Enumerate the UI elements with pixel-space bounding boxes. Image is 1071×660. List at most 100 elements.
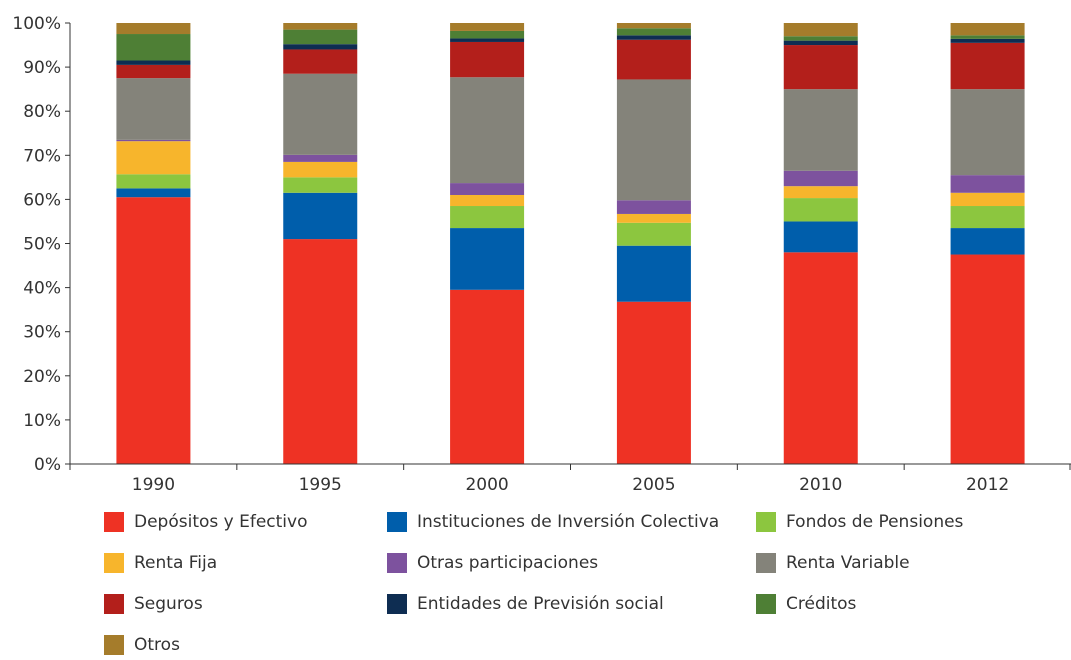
bar-segment-fondos-de-pensiones-2000 xyxy=(450,206,525,229)
x-tick-label: 2000 xyxy=(465,475,508,495)
legend-label: Instituciones de Inversión Colectiva xyxy=(417,512,720,532)
bar-stack-2005 xyxy=(616,23,691,464)
bar-segment-otros-2000 xyxy=(450,23,525,31)
bar-segment-otras-participaciones-1995 xyxy=(283,154,358,162)
bar-segment-renta-variable-2012 xyxy=(950,89,1025,176)
bar-segment-renta-fija-2012 xyxy=(950,192,1025,207)
bar-segment-instituciones-de-inversion-colectiva-1990 xyxy=(116,188,191,198)
bar-segment-seguros-1995 xyxy=(283,49,358,74)
y-tick-label: 100% xyxy=(12,14,61,34)
bar-segment-creditos-2000 xyxy=(450,30,525,39)
bar-segment-seguros-1990 xyxy=(116,64,191,79)
legend-item: Instituciones de Inversión Colectiva xyxy=(387,507,719,537)
bar-segment-depositos-y-efectivo-2000 xyxy=(450,289,525,464)
bar-stack-1990 xyxy=(116,23,191,464)
bar-segment-entidades-de-prevision-social-1990 xyxy=(116,60,191,65)
legend-label: Depósitos y Efectivo xyxy=(134,512,308,532)
legend-item: Renta Variable xyxy=(756,548,910,578)
bar-stack-2000 xyxy=(450,23,525,464)
bar-segment-renta-variable-1995 xyxy=(283,73,358,155)
bar-segment-seguros-2005 xyxy=(616,39,691,80)
bar-segment-creditos-1990 xyxy=(116,34,191,61)
bar-segment-seguros-2012 xyxy=(950,42,1025,90)
y-tick-label: 30% xyxy=(23,323,61,343)
bar-segment-entidades-de-prevision-social-2010 xyxy=(783,40,858,46)
bar-segment-fondos-de-pensiones-2010 xyxy=(783,198,858,222)
bar-segment-depositos-y-efectivo-1990 xyxy=(116,197,191,464)
bar-segment-otros-2012 xyxy=(950,23,1025,36)
bar-segment-depositos-y-efectivo-1995 xyxy=(283,239,358,464)
bar-segment-fondos-de-pensiones-2005 xyxy=(616,222,691,246)
bar-segment-instituciones-de-inversion-colectiva-1995 xyxy=(283,192,358,240)
y-tick-label: 90% xyxy=(23,58,61,78)
bar-segment-renta-variable-2000 xyxy=(450,77,525,184)
legend-swatch xyxy=(387,512,407,532)
bar-stack-1995 xyxy=(283,23,358,464)
legend-label: Fondos de Pensiones xyxy=(786,512,964,532)
legend-label: Otros xyxy=(134,635,180,655)
bar-segment-creditos-2012 xyxy=(950,35,1025,39)
legend-swatch xyxy=(756,553,776,573)
x-axis: 1990 1995 2000 2005 2010 2012 xyxy=(69,463,1071,495)
legend-swatch xyxy=(387,594,407,614)
bar-segment-seguros-2010 xyxy=(783,45,858,90)
bar-segment-fondos-de-pensiones-1990 xyxy=(116,174,191,189)
stacked-bar-chart: 0%10%20%30%40%50%60%70%80%90%100% 1990 19… xyxy=(12,14,1071,495)
legend-item: Otros xyxy=(104,630,180,660)
y-tick-label: 70% xyxy=(23,146,61,166)
x-tick-label: 2012 xyxy=(966,475,1009,495)
legend-swatch xyxy=(104,512,124,532)
bar-stack-2012 xyxy=(950,23,1025,464)
bar-segment-otros-2010 xyxy=(783,23,858,37)
bar-segment-otras-participaciones-2012 xyxy=(950,175,1025,193)
bar-segment-otras-participaciones-2005 xyxy=(616,200,691,214)
legend-label: Créditos xyxy=(786,594,857,614)
bar-segment-otras-participaciones-2000 xyxy=(450,183,525,195)
y-tick-label: 80% xyxy=(23,102,61,122)
bar-segment-otros-2005 xyxy=(616,23,691,29)
legend-label: Seguros xyxy=(134,594,203,614)
y-axis: 0% 10% 20% 30% 40% 50% 60% 70% 80% 90% 100% xyxy=(12,14,71,475)
x-tick-label: 2005 xyxy=(632,475,675,495)
legend-label: Renta Fija xyxy=(134,553,218,573)
legend: Depósitos y Efectivo Instituciones de Inv… xyxy=(104,507,1064,655)
bar-segment-seguros-2000 xyxy=(450,41,525,78)
legend-label: Entidades de Previsión social xyxy=(417,594,664,614)
legend-swatch xyxy=(104,635,124,655)
bar-segment-renta-fija-2005 xyxy=(616,213,691,223)
y-tick-label: 10% xyxy=(23,411,61,431)
legend-item: Créditos xyxy=(756,589,856,619)
bar-segment-instituciones-de-inversion-colectiva-2012 xyxy=(950,228,1025,255)
legend-label: Renta Variable xyxy=(786,553,910,573)
bar-segment-renta-fija-1995 xyxy=(283,161,358,178)
x-tick-label: 2010 xyxy=(799,475,842,495)
legend-item: Renta Fija xyxy=(104,548,217,578)
bar-segment-fondos-de-pensiones-2012 xyxy=(950,206,1025,229)
bar-segment-renta-fija-2010 xyxy=(783,186,858,199)
bar-segment-entidades-de-prevision-social-1995 xyxy=(283,44,358,50)
bar-segment-otras-participaciones-2010 xyxy=(783,170,858,187)
y-tick-label: 40% xyxy=(23,279,61,299)
bar-segment-otros-1995 xyxy=(283,23,358,30)
bar-segment-depositos-y-efectivo-2005 xyxy=(616,301,691,464)
bar-segment-renta-fija-1990 xyxy=(116,141,191,175)
bars-area xyxy=(116,23,1025,464)
legend-label: Otras participaciones xyxy=(417,553,599,573)
bar-segment-renta-variable-2005 xyxy=(616,79,691,201)
bar-segment-entidades-de-prevision-social-2005 xyxy=(616,35,691,40)
bar-segment-creditos-2010 xyxy=(783,36,858,41)
bar-segment-otras-participaciones-1990 xyxy=(116,139,191,142)
x-tick-label: 1995 xyxy=(299,475,342,495)
y-tick-label: 60% xyxy=(23,190,61,210)
legend-item: Seguros xyxy=(104,589,203,619)
bar-segment-entidades-de-prevision-social-2012 xyxy=(950,38,1025,43)
bar-segment-depositos-y-efectivo-2012 xyxy=(950,254,1025,464)
bar-segment-depositos-y-efectivo-2010 xyxy=(783,252,858,464)
y-tick-label: 0% xyxy=(34,455,61,475)
legend-item: Otras participaciones xyxy=(387,548,598,578)
legend-item: Entidades de Previsión social xyxy=(387,589,664,619)
legend-swatch xyxy=(387,553,407,573)
bar-segment-instituciones-de-inversion-colectiva-2000 xyxy=(450,228,525,290)
legend-item: Fondos de Pensiones xyxy=(756,507,963,537)
bar-segment-creditos-2005 xyxy=(616,28,691,36)
